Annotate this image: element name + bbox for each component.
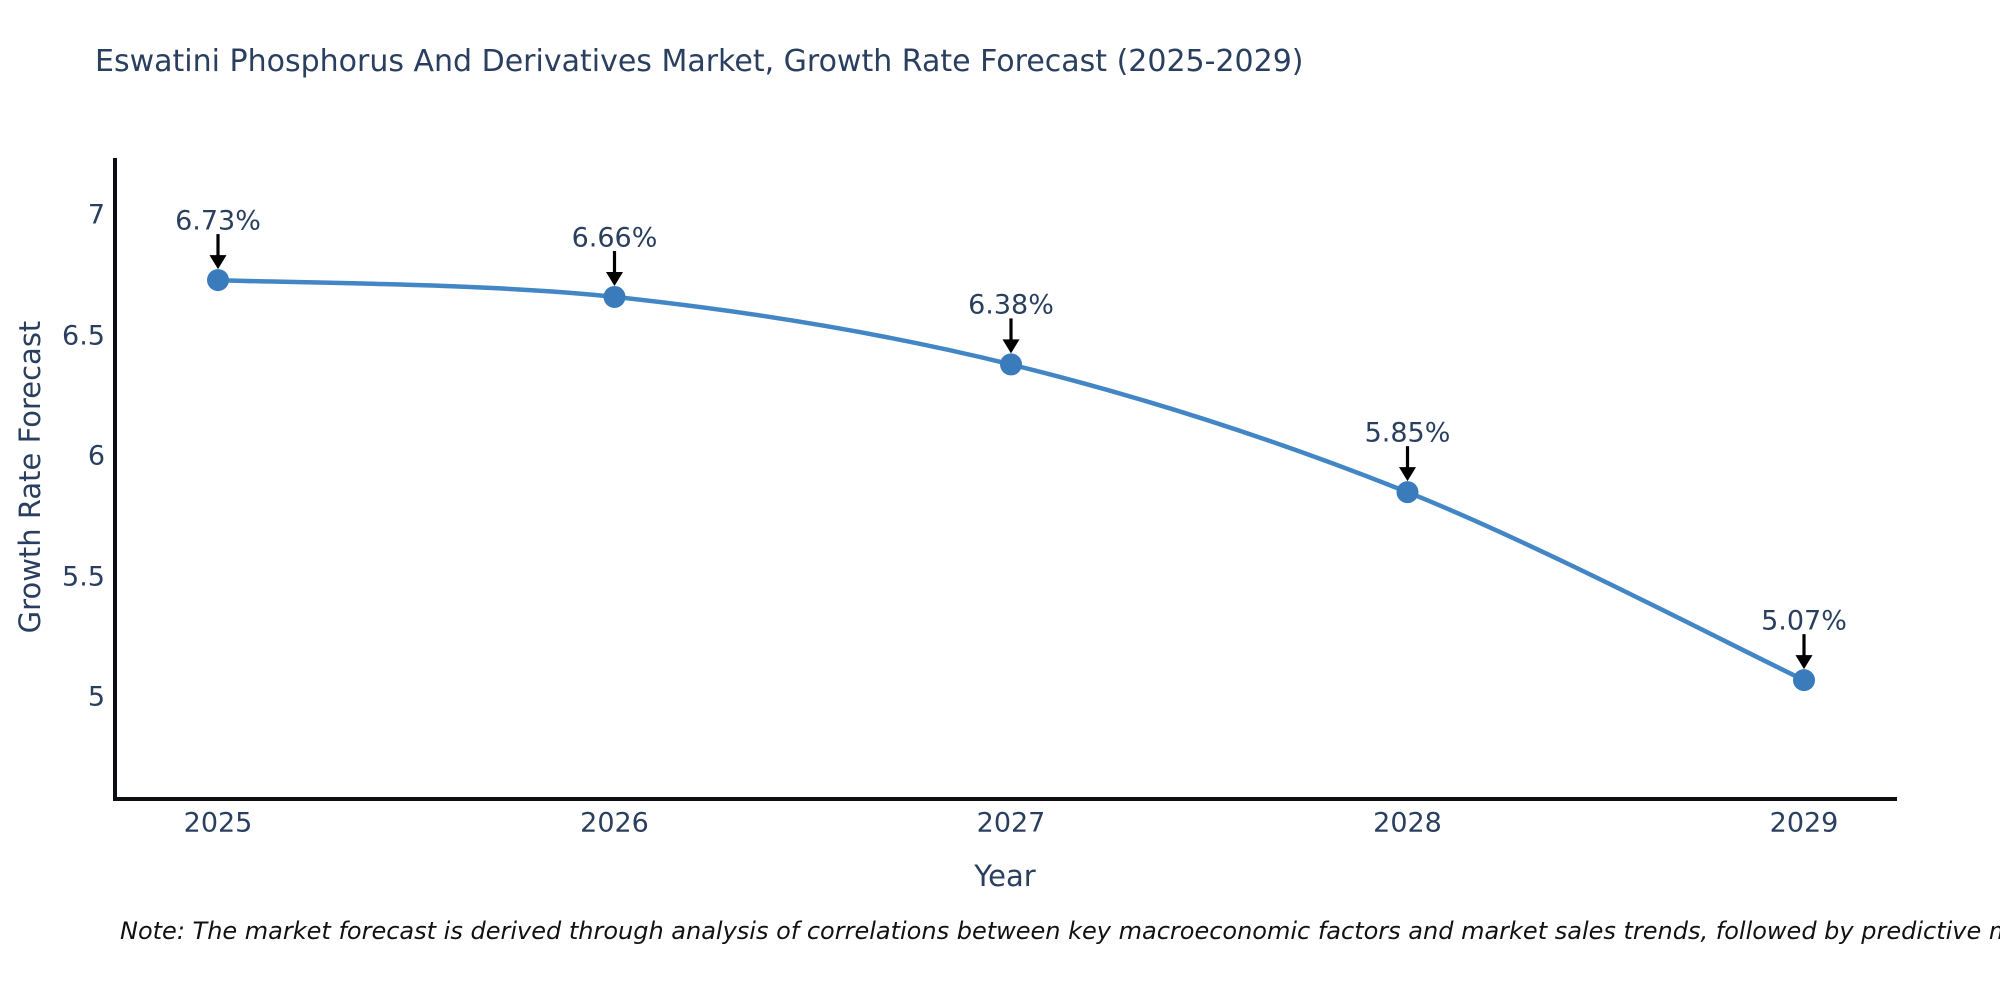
annotation-arrow-head: [1399, 467, 1416, 482]
data-point-marker: [207, 269, 229, 292]
footnote: Note: The market forecast is derived thr…: [120, 917, 2000, 945]
x-tick-label: 2029: [1769, 807, 1839, 839]
x-tick-label: 2027: [976, 807, 1046, 839]
point-value-label: 6.73%: [175, 205, 261, 237]
data-point-marker: [603, 285, 626, 308]
point-value-label: 5.85%: [1364, 417, 1451, 449]
annotation-arrow-head: [209, 255, 227, 270]
point-value-label: 6.38%: [968, 289, 1054, 321]
data-point-marker: [1396, 481, 1419, 504]
y-tick-label: 5.5: [62, 561, 105, 592]
x-tick-label: 2026: [580, 807, 649, 839]
y-tick-label: 7: [87, 199, 105, 231]
point-value-label: 6.66%: [571, 222, 658, 254]
x-axis-title: Year: [974, 859, 1036, 893]
data-point-marker: [1793, 669, 1815, 692]
annotation-arrow-head: [606, 271, 623, 286]
y-tick-label: 6.5: [62, 320, 105, 351]
y-tick-label: 5: [87, 681, 105, 713]
point-value-label: 5.07%: [1761, 605, 1847, 637]
annotation-arrow-head: [1002, 339, 1020, 354]
x-tick-label: 2025: [183, 807, 253, 839]
x-tick-label: 2028: [1373, 807, 1442, 839]
annotation-arrow-head: [1795, 655, 1813, 670]
y-tick-label: 6: [87, 440, 105, 472]
chart-title: Eswatini Phosphorus And Derivatives Mark…: [95, 44, 1304, 79]
data-point-marker: [1000, 353, 1022, 376]
